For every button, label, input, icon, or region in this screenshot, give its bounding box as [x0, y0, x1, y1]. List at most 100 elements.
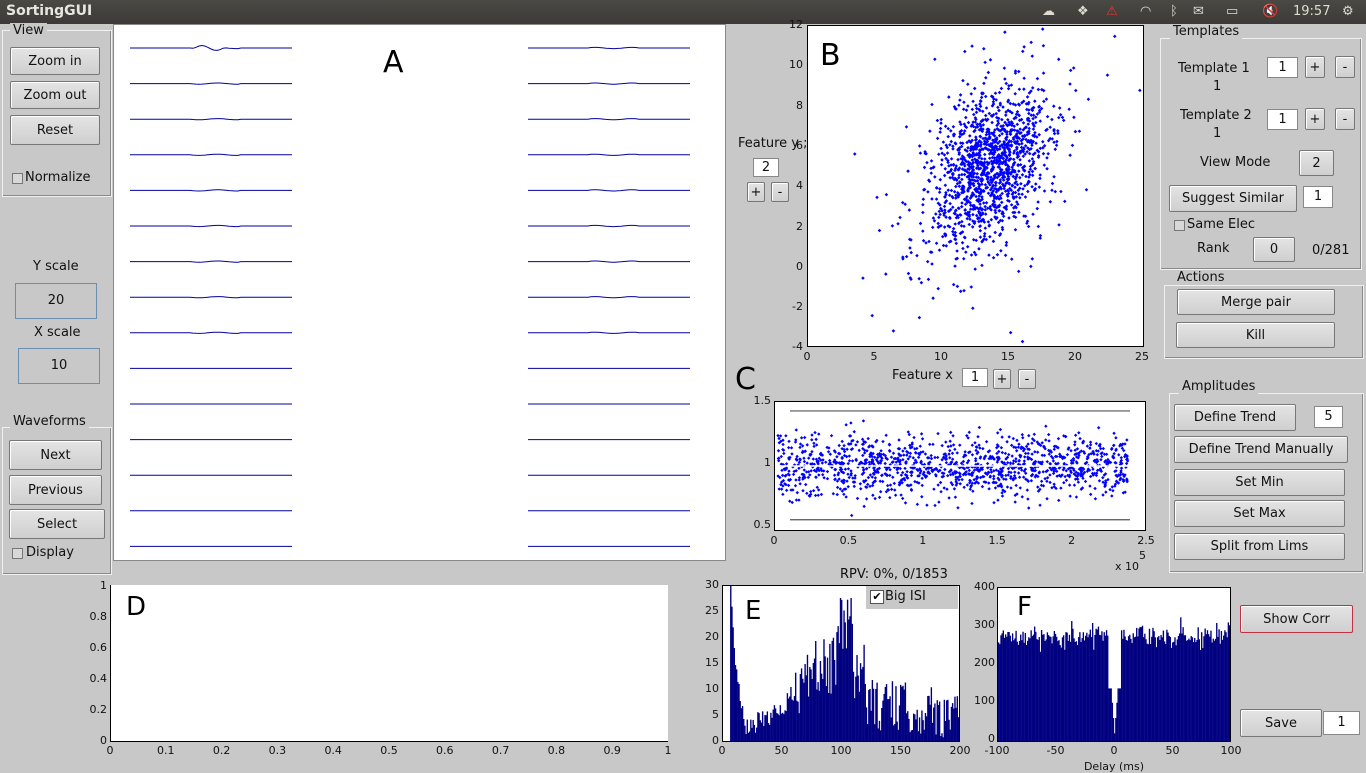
scatter-point: [966, 189, 970, 193]
clock[interactable]: 19:57: [1293, 4, 1331, 19]
amplitude-point: [790, 500, 794, 505]
amplitude-point: [817, 473, 821, 477]
scatter-point: [978, 235, 983, 239]
mail-icon[interactable]: ✉: [1193, 4, 1204, 19]
amplitude-point: [951, 434, 955, 438]
template1-plus-button[interactable]: +: [1305, 56, 1325, 78]
define-trend-field[interactable]: 5: [1314, 406, 1343, 428]
amplitude-point: [900, 470, 905, 475]
x-scale-field[interactable]: 10: [18, 348, 100, 384]
amplitude-point: [1106, 457, 1110, 462]
template1-field[interactable]: 1: [1267, 57, 1298, 78]
amplitude-point: [1036, 485, 1040, 489]
template2-field[interactable]: 1: [1267, 109, 1298, 130]
amplitude-x-exponent: x 10: [1115, 560, 1140, 573]
define-trend-manually-button[interactable]: Define Trend Manually: [1174, 436, 1348, 463]
correlogram-bar: [1032, 634, 1035, 741]
previous-button[interactable]: Previous: [9, 475, 102, 505]
amplitude-point: [814, 437, 818, 442]
feature-x-field[interactable]: 1: [962, 368, 988, 387]
define-trend-button[interactable]: Define Trend: [1174, 404, 1296, 431]
template2-plus-button[interactable]: +: [1305, 108, 1325, 130]
feature-y-minus-button[interactable]: -: [771, 182, 789, 202]
scatter-point: [942, 204, 947, 209]
same-elec-checkbox[interactable]: [1174, 220, 1185, 231]
scatter-point: [995, 136, 999, 140]
show-corr-button[interactable]: Show Corr: [1240, 605, 1353, 633]
feature-y-label: Feature y ;: [738, 136, 808, 151]
scatter-point: [1021, 121, 1026, 125]
amplitude-point: [784, 488, 789, 493]
suggest-similar-button[interactable]: Suggest Similar: [1169, 185, 1297, 212]
amplitude-point: [928, 442, 932, 447]
feature-y-plus-button[interactable]: +: [747, 182, 765, 202]
amplitude-axes[interactable]: [774, 401, 1146, 531]
isi-bar: [884, 686, 887, 741]
feature-scatter-axes[interactable]: [807, 25, 1144, 347]
amplitude-point: [980, 484, 985, 489]
volume-muted-icon[interactable]: 🔇: [1262, 4, 1279, 19]
split-from-lims-button[interactable]: Split from Lims: [1174, 533, 1345, 560]
save-field[interactable]: 1: [1323, 711, 1360, 735]
isi-bar: [862, 666, 864, 741]
template1-minus-button[interactable]: -: [1335, 56, 1355, 78]
amplitude-point: [1117, 453, 1121, 457]
scatter-point: [963, 49, 967, 54]
scatter-point: [1045, 114, 1050, 119]
feature-x-minus-button[interactable]: -: [1018, 369, 1036, 389]
wifi-icon[interactable]: ◠: [1140, 4, 1152, 19]
y-scale-field[interactable]: 20: [15, 283, 97, 319]
correlogram-bar: [1155, 647, 1158, 741]
big-isi-toggle[interactable]: ✔ Big ISI: [866, 586, 958, 609]
select-button[interactable]: Select: [9, 509, 105, 539]
reset-button[interactable]: Reset: [10, 115, 100, 145]
view-mode-button[interactable]: 2: [1299, 150, 1334, 176]
battery-icon[interactable]: ▭: [1226, 4, 1239, 19]
normalize-checkbox[interactable]: [12, 173, 23, 184]
template2-minus-button[interactable]: -: [1335, 108, 1355, 130]
correlogram-bar: [1169, 636, 1172, 741]
warning-icon[interactable]: ⚠: [1106, 4, 1118, 19]
isi-bar: [951, 703, 954, 741]
zoom-in-button[interactable]: Zoom in: [10, 47, 100, 75]
empty-plot-axes[interactable]: [110, 585, 668, 742]
next-button[interactable]: Next: [9, 440, 102, 470]
zoom-out-button[interactable]: Zoom out: [10, 81, 100, 109]
set-min-button[interactable]: Set Min: [1174, 469, 1345, 496]
correlogram-axes[interactable]: [997, 587, 1231, 742]
save-button[interactable]: Save: [1240, 709, 1322, 737]
feature-y-field[interactable]: 2: [753, 158, 779, 177]
scatter-point: [1000, 131, 1004, 136]
waveform-axes[interactable]: [113, 24, 726, 561]
isi-bar: [783, 714, 785, 741]
isi-histogram-axes[interactable]: [722, 585, 960, 742]
scatter-point: [1029, 89, 1033, 93]
kill-button[interactable]: Kill: [1176, 322, 1335, 348]
set-max-button[interactable]: Set Max: [1174, 500, 1345, 527]
isi-bar: [743, 719, 745, 741]
isi-bar: [787, 698, 790, 741]
amplitude-point: [974, 480, 979, 484]
suggest-similar-field[interactable]: 1: [1303, 186, 1333, 208]
scatter-point: [1018, 127, 1022, 131]
scatter-point: [949, 129, 953, 133]
merge-pair-button[interactable]: Merge pair: [1177, 289, 1335, 315]
display-checkbox[interactable]: [12, 548, 23, 559]
bluetooth-icon[interactable]: ᛒ: [1170, 4, 1178, 19]
isi-bar: [864, 683, 866, 741]
amplitude-point: [1005, 485, 1010, 489]
scatter-point: [1015, 146, 1019, 150]
scatter-point: [984, 75, 988, 80]
rank-button[interactable]: 0: [1253, 237, 1295, 262]
cloud-sync-icon[interactable]: ☁: [1042, 4, 1055, 19]
dropbox-icon[interactable]: ❖: [1077, 4, 1089, 19]
scatter-point: [1005, 192, 1010, 197]
scatter-point: [1011, 174, 1016, 179]
scatter-point: [1033, 166, 1037, 171]
isi-bar: [782, 712, 784, 741]
big-isi-checkbox[interactable]: ✔: [870, 590, 884, 604]
feature-x-plus-button[interactable]: +: [993, 369, 1011, 389]
settings-gear-icon[interactable]: ⚙: [1342, 4, 1354, 19]
scatter-point: [1020, 339, 1025, 344]
correlogram-bar: [1154, 637, 1156, 741]
